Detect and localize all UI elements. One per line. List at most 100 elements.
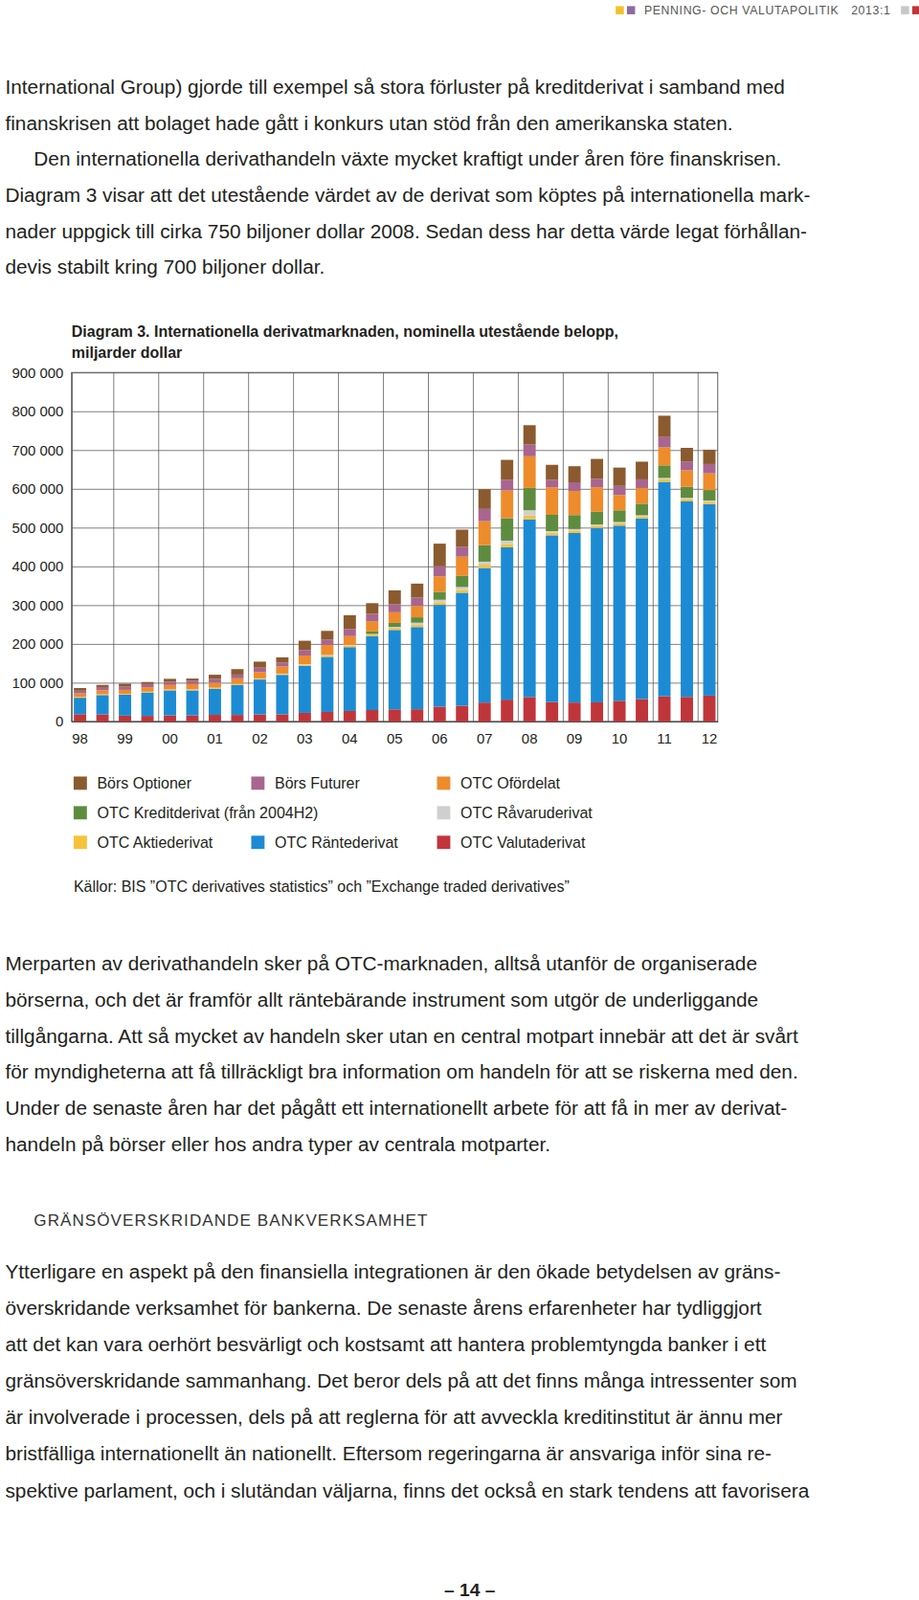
bar-segment: [703, 490, 717, 501]
bar-segment: [253, 678, 267, 681]
year-divider: [427, 372, 429, 722]
bar-segment: [141, 682, 155, 685]
bar-segment: [500, 543, 514, 547]
bar-segment: [523, 519, 537, 698]
bar-segment: [590, 702, 604, 722]
x-tick: 09: [566, 721, 583, 747]
text-block: Merparten av derivathandeln sker på OTC-…: [4, 952, 798, 1156]
bar-segment: [96, 715, 110, 722]
header-square: [912, 5, 919, 15]
year-divider: [292, 372, 294, 722]
x-tick: 04: [341, 721, 359, 747]
grid-line: [71, 372, 718, 374]
x-tick-label: 12: [701, 730, 718, 747]
bar-segment: [410, 617, 424, 624]
body-line: Under de senaste åren har det pågått ett…: [4, 1097, 787, 1120]
legend-label: OTC Råvaruderivat: [460, 805, 593, 822]
bar-segment: [523, 445, 537, 457]
bar-segment: [410, 625, 424, 628]
y-tick: 200 000: [11, 635, 718, 652]
body-line: tillgångarna. Att så mycket av handeln s…: [4, 1025, 798, 1048]
bar-segment: [703, 504, 717, 696]
bar-segment: [320, 639, 334, 646]
bar-segment: [455, 586, 469, 590]
x-tick-label: 01: [206, 730, 224, 747]
bar-segment: [320, 712, 334, 722]
bar-segment: [658, 437, 672, 449]
bar-series: [73, 482, 716, 718]
text-block: Ytterligare en aspekt på den finansiella…: [4, 1260, 809, 1502]
bar-segment: [388, 629, 402, 710]
bar-series: [73, 437, 716, 695]
x-tick-label: 03: [296, 730, 314, 747]
bar-segment: [163, 690, 177, 716]
bar-segment: [455, 557, 469, 577]
bar-segment: [658, 415, 672, 437]
bar-segment: [680, 448, 694, 462]
bar-segment: [613, 510, 627, 522]
y-tick-label: 300 000: [11, 597, 64, 614]
x-axis: 989900010203040506070809101112: [71, 721, 718, 747]
bar-segment: [613, 700, 627, 722]
bar-segment: [433, 602, 447, 606]
legend-label: OTC Valutaderivat: [460, 834, 586, 852]
bar-segment: [613, 525, 627, 701]
bar-segment: [478, 567, 492, 703]
bar-segment: [478, 702, 492, 722]
bar-segment: [343, 645, 357, 648]
bar-segment: [568, 491, 582, 516]
bar-segment: [118, 683, 132, 687]
header-square: [615, 5, 625, 15]
bar-segment: [680, 470, 694, 487]
x-tick: 12: [701, 721, 718, 747]
grid-line: [71, 411, 718, 413]
bar-segment: [141, 684, 155, 688]
bar-segment: [388, 623, 402, 628]
body-line: för myndigheterna att få tillräckligt br…: [4, 1060, 798, 1083]
body-line: spektive parlament, och i slutändan välj…: [4, 1479, 809, 1502]
bar-segment: [590, 487, 604, 513]
bars: [73, 415, 716, 721]
x-tick-label: 11: [656, 730, 672, 747]
bar-segment: [365, 621, 379, 632]
year-divider: [382, 372, 384, 722]
bar-segment: [523, 456, 537, 489]
y-tick: 800 000: [11, 403, 718, 420]
bar-segment: [703, 695, 717, 722]
legend-swatch: [73, 835, 88, 850]
bar-segment: [118, 716, 132, 722]
chart-title-line: Diagram 3. Internationella derivatmarkna…: [71, 323, 619, 340]
x-tick-label: 06: [431, 730, 449, 747]
bar-segment: [410, 605, 424, 618]
page: PENNING- OCH VALUTAPOLITIK2013:1Internat…: [0, 0, 919, 1600]
bar-segment: [253, 679, 267, 715]
bar-segment: [590, 524, 604, 526]
year-divider: [337, 372, 339, 722]
bar-segment: [96, 687, 110, 691]
bar-segment: [230, 669, 244, 675]
x-tick: 99: [116, 721, 134, 747]
bar-segment: [410, 583, 424, 599]
x-tick: 02: [251, 721, 269, 747]
bar-segment: [73, 697, 87, 715]
grid-line: [71, 449, 718, 451]
bar-segment: [500, 540, 514, 544]
bar-segment: [253, 715, 267, 722]
bar-segment: [613, 523, 627, 527]
bar-segment: [433, 543, 447, 567]
bar-segment: [343, 628, 357, 636]
bar-series: [73, 415, 716, 691]
bar-segment: [320, 656, 334, 713]
bar-segment: [365, 710, 379, 722]
y-axis-line: [71, 373, 73, 723]
body-line: överskridande verksamhet för bankerna. D…: [4, 1297, 762, 1320]
body-line: gränsöverskridande sammanhang. Det beror…: [4, 1369, 797, 1392]
bar-segment: [545, 479, 559, 488]
bar-segment: [455, 547, 469, 558]
bar-segment: [365, 634, 379, 637]
body-line: Diagram 3 visar att det utestående värde…: [4, 183, 810, 206]
bar-segment: [680, 487, 694, 499]
bar-segment: [703, 501, 717, 505]
bar-segment: [433, 600, 447, 604]
bar-segment: [163, 685, 177, 691]
